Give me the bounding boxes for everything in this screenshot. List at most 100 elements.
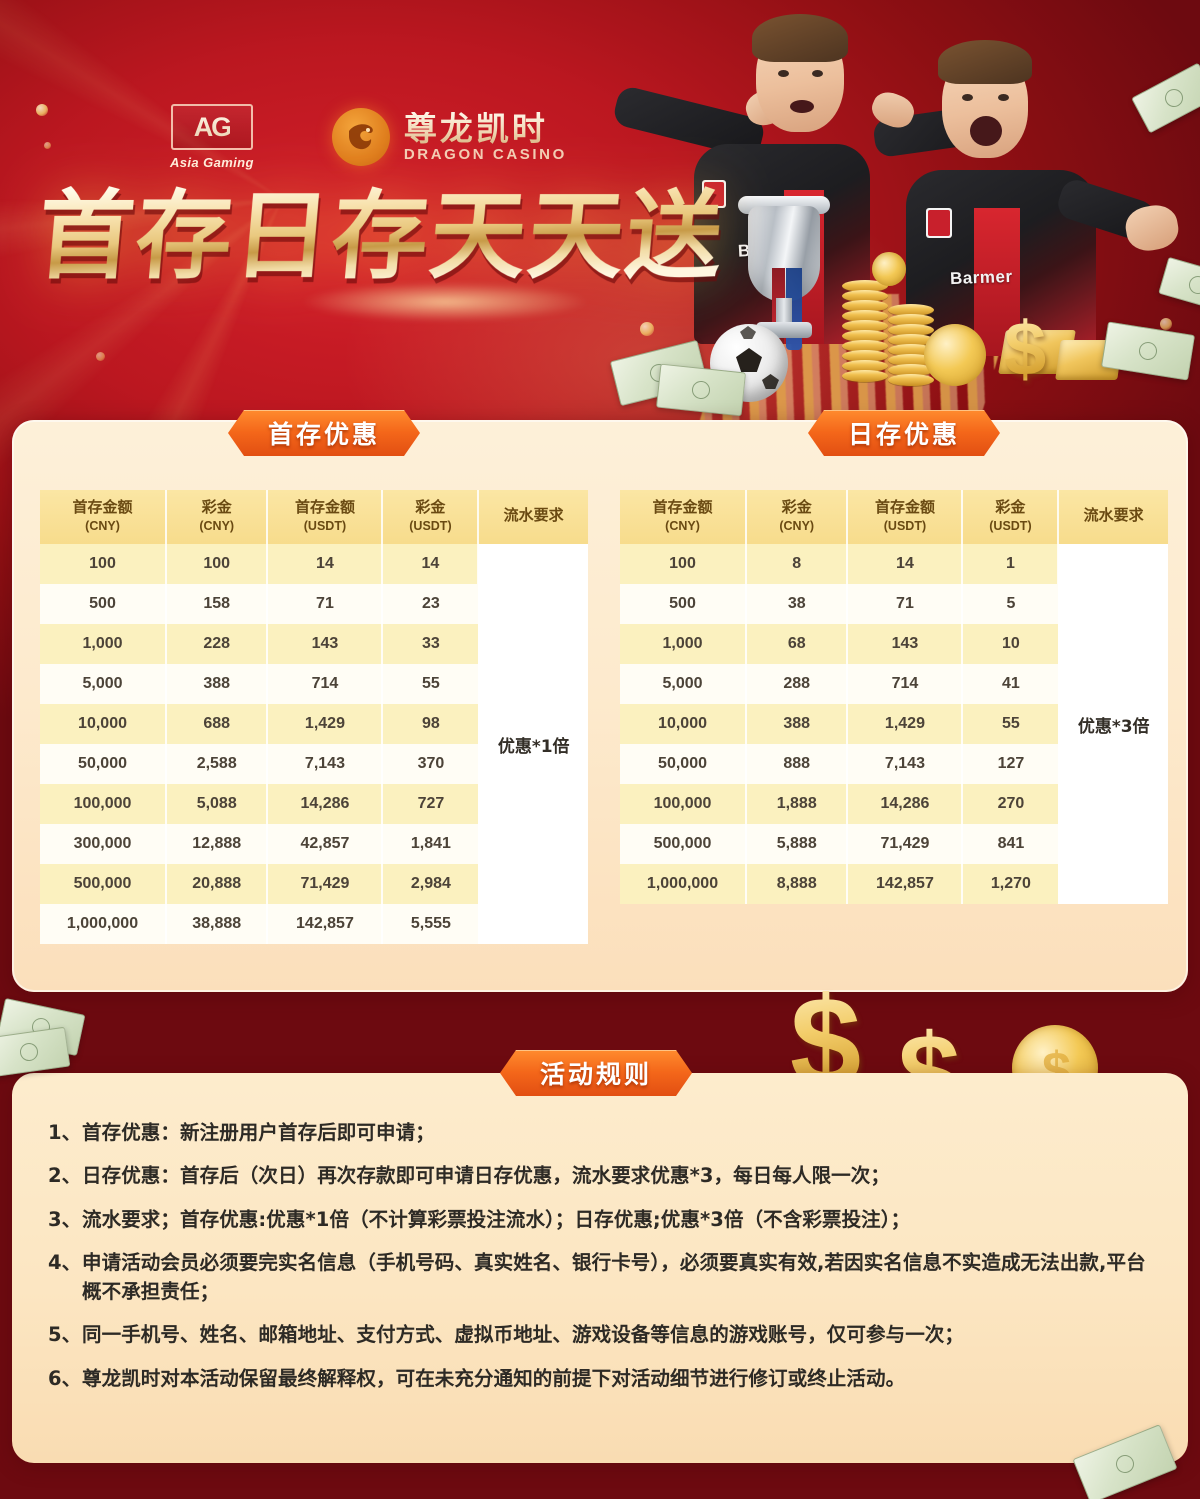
table-row: 50,000 2,588 7,143 370 (40, 744, 588, 785)
cell-bonus-cny: 5,088 (166, 784, 269, 825)
ag-logo-icon: AG (170, 104, 253, 150)
cell-deposit-usdt: 14,286 (267, 784, 384, 825)
cash-note-icon (1158, 256, 1200, 314)
table-row: 10,000 388 1,429 55 (620, 704, 1168, 745)
table-row: 1,000,000 8,888 142,857 1,270 (620, 864, 1168, 905)
section-tag-first-deposit-label: 首存优惠 (268, 420, 381, 449)
col-header-bonus-cny: 彩金 (CNY) (166, 490, 269, 545)
cell-bonus-usdt: 14 (382, 544, 480, 585)
cell-deposit-cny: 100,000 (40, 784, 168, 825)
cell-deposit-cny: 1,000 (40, 624, 168, 665)
cell-bonus-usdt: 1,270 (962, 864, 1059, 905)
cell-bonus-cny: 38,888 (166, 904, 269, 945)
cell-deposit-cny: 1,000 (620, 624, 748, 665)
dollar-symbol-icon: $ (1004, 307, 1047, 392)
cell-deposit-cny: 10,000 (40, 704, 168, 745)
cell-bonus-cny: 888 (746, 744, 849, 785)
rule-number: 6、 (48, 1366, 82, 1390)
table-row: 300,000 12,888 42,857 1,841 (40, 824, 588, 865)
cell-bonus-usdt: 2,984 (382, 864, 479, 905)
cell-wager-requirement: 优惠*3倍 (1058, 544, 1168, 905)
cell-deposit-cny: 1,000,000 (40, 904, 168, 945)
rule-item: 2、 日存优惠：首存后（次日）再次存款即可申请日存优惠，流水要求优惠*3，每日每人… (48, 1162, 1158, 1190)
first-deposit-table-wrapper: 首存金额 (CNY) 彩金 (CNY) 首存金额 (USDT) 彩金 (USDT… (40, 490, 588, 945)
cell-deposit-cny: 50,000 (40, 744, 168, 785)
col-header-deposit-cny: 首存金额 (CNY) (620, 490, 748, 545)
first-deposit-table: 首存金额 (CNY) 彩金 (CNY) 首存金额 (USDT) 彩金 (USDT… (40, 490, 588, 945)
cell-bonus-cny: 1,888 (746, 784, 849, 825)
table-row: 50,000 888 7,143 127 (620, 744, 1168, 785)
gold-coin-icon (924, 324, 986, 386)
rules-card: 1、 首存优惠：新注册用户首存后即可申请； 2、 日存优惠：首存后（次日）再次存款即可… (12, 1073, 1188, 1463)
cell-deposit-usdt: 42,857 (267, 824, 384, 865)
cell-deposit-usdt: 14,286 (847, 784, 964, 825)
daily-deposit-table-head: 首存金额 (CNY) 彩金 (CNY) 首存金额 (USDT) 彩金 (USDT… (620, 490, 1168, 545)
cell-deposit-cny: 1,000,000 (620, 864, 748, 905)
col-header-bonus-cny: 彩金 (CNY) (746, 490, 849, 545)
page-title: 首存日存天天送 (33, 180, 729, 292)
cell-deposit-usdt: 71 (847, 584, 964, 625)
cell-bonus-usdt: 5 (962, 584, 1059, 625)
table-header-row: 首存金额 (CNY) 彩金 (CNY) 首存金额 (USDT) 彩金 (USDT… (40, 490, 588, 545)
cell-bonus-usdt: 1,841 (382, 824, 479, 865)
col-header-bonus-usdt: 彩金 (USDT) (962, 490, 1060, 545)
table-row: 5,000 288 714 41 (620, 664, 1168, 705)
cell-deposit-usdt: 7,143 (847, 744, 964, 785)
cell-deposit-usdt: 714 (267, 664, 384, 705)
cell-deposit-usdt: 714 (847, 664, 964, 705)
bokeh-dot (36, 104, 48, 116)
section-tag-first-deposit: 首存优惠 (228, 410, 420, 456)
rule-number: 5、 (48, 1323, 82, 1347)
rule-text: 流水要求；首存优惠:优惠*1倍（不计算彩票投注流水）；日存优惠;优惠*3倍（不含… (82, 1207, 911, 1231)
cash-note-icon (1131, 62, 1200, 134)
cell-deposit-cny: 10,000 (620, 704, 748, 745)
cell-deposit-cny: 500,000 (620, 824, 748, 865)
gold-bar-icon (1055, 340, 1123, 380)
table-row: 5,000 388 714 55 (40, 664, 588, 705)
cell-deposit-cny: 500,000 (40, 864, 168, 905)
daily-deposit-table: 首存金额 (CNY) 彩金 (CNY) 首存金额 (USDT) 彩金 (USDT… (620, 490, 1168, 905)
rule-text: 申请活动会员必须要完实名信息（手机号码、真实姓名、银行卡号），必须要真实有效,若… (82, 1251, 1146, 1303)
dragon-casino-text: 尊龙凯时 DRAGON CASINO (404, 112, 567, 163)
cash-note-icon (1100, 321, 1196, 381)
cell-deposit-cny: 5,000 (620, 664, 748, 705)
cell-bonus-usdt: 5,555 (382, 904, 479, 945)
cell-bonus-usdt: 33 (382, 624, 479, 665)
brand-logos: AG Asia Gaming 尊龙凯时 DRAGON CASINO (170, 104, 567, 170)
table-row: 500 158 71 23 (40, 584, 588, 625)
cell-bonus-cny: 288 (746, 664, 849, 705)
cell-bonus-usdt: 127 (962, 744, 1059, 785)
cell-bonus-usdt: 841 (962, 824, 1059, 865)
table-row: 1,000 228 143 33 (40, 624, 588, 665)
cell-bonus-usdt: 41 (962, 664, 1059, 705)
cell-bonus-usdt: 23 (382, 584, 479, 625)
rule-item: 1、 首存优惠：新注册用户首存后即可申请； (48, 1119, 1158, 1147)
table-row: 1,000,000 38,888 142,857 5,555 (40, 904, 588, 945)
rule-item: 4、 申请活动会员必须要完实名信息（手机号码、真实姓名、银行卡号），必须要真实有效… (48, 1249, 1158, 1306)
cell-bonus-usdt: 55 (382, 664, 479, 705)
ag-logo-subtitle: Asia Gaming (170, 155, 254, 170)
gold-coin-icon (872, 252, 906, 286)
rule-item: 3、 流水要求；首存优惠:优惠*1倍（不计算彩票投注流水）；日存优惠;优惠*3倍（… (48, 1206, 1158, 1234)
cell-deposit-usdt: 14 (847, 544, 964, 585)
col-header-deposit-cny: 首存金额 (CNY) (40, 490, 168, 545)
cell-bonus-usdt: 370 (382, 744, 479, 785)
table-row: 100,000 1,888 14,286 270 (620, 784, 1168, 825)
cash-note-icon (655, 363, 747, 417)
cell-bonus-usdt: 1 (962, 544, 1060, 585)
dragon-icon (331, 108, 390, 166)
rule-number: 4、 (48, 1251, 82, 1275)
table-row: 100,000 5,088 14,286 727 (40, 784, 588, 825)
cell-bonus-cny: 2,588 (166, 744, 269, 785)
cell-deposit-usdt: 7,143 (267, 744, 384, 785)
rule-text: 同一手机号、姓名、邮箱地址、支付方式、虚拟币地址、游戏设备等信息的游戏账号，仅可… (82, 1323, 965, 1347)
dragon-casino-name-cn: 尊龙凯时 (404, 112, 567, 145)
cell-bonus-usdt: 98 (382, 704, 479, 745)
col-header-bonus-usdt: 彩金 (USDT) (382, 490, 480, 545)
cell-bonus-cny: 228 (166, 624, 269, 665)
table-row: 10,000 688 1,429 98 (40, 704, 588, 745)
cell-deposit-cny: 100 (620, 544, 748, 585)
cash-note-icon (0, 1026, 71, 1078)
cell-deposit-usdt: 143 (847, 624, 964, 665)
